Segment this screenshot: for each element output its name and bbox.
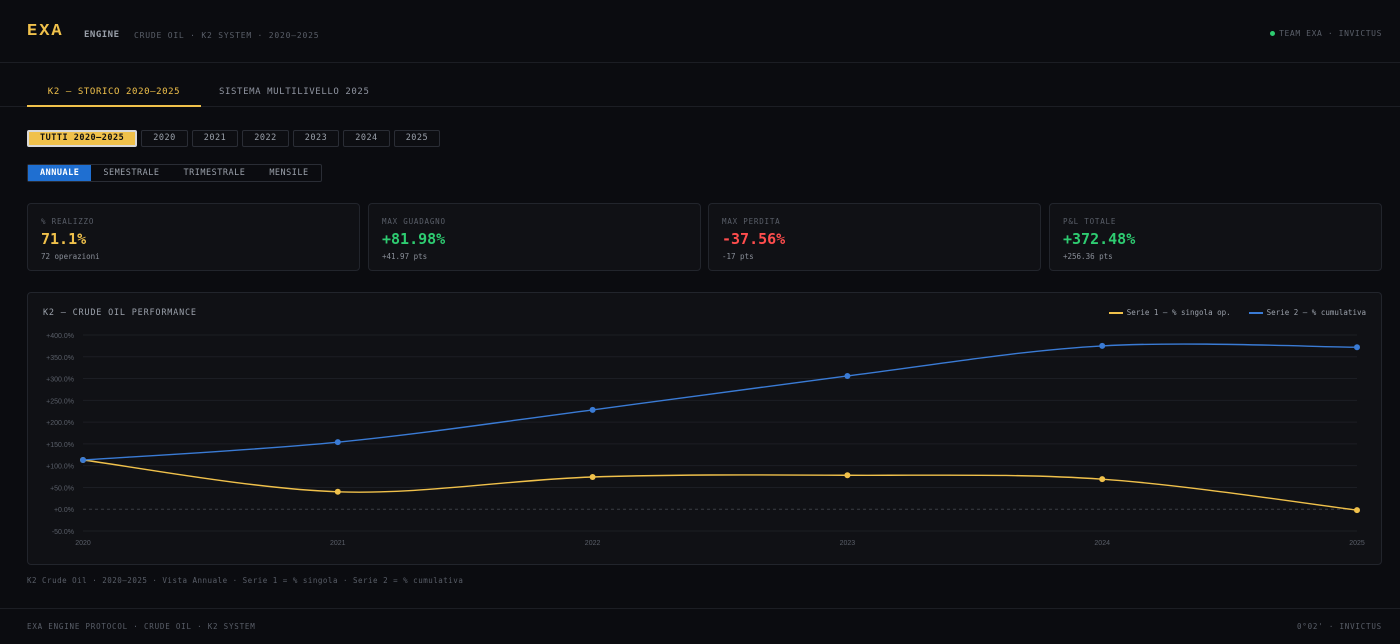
series-1-point [844,472,851,479]
series-2-point [334,439,341,446]
team-label: TEAM EXA · INVICTUS [1279,29,1382,38]
footer-left: EXA ENGINE PROTOCOL · CRUDE OIL · K2 SYS… [27,622,256,631]
series-2-point [80,457,86,464]
chart-plot: +400.0% +350.0% +300.0% +250.0% +200.0% +150.… [46,333,1365,547]
engine-label: ENGINE [84,30,120,40]
x-tick-label: 2022 [585,540,601,547]
footer-right: 0°02' · INVICTUS [1296,622,1382,631]
series-1-point [1099,476,1106,483]
series-1-point [1354,507,1360,514]
top-bar: EXA ENGINE CRUDE OIL · K2 SYSTEM · 2020–… [0,0,1400,63]
x-tick-label: 2024 [1094,540,1110,547]
tab-multilivello[interactable]: SISTEMA MULTILIVELLO 2025 [219,87,370,97]
period-toggle-group: ANNUALE SEMESTRALE TRIMESTRALE MENSILE [27,164,322,182]
logo: EXA [27,22,64,41]
tab-bar: K2 — STORICO 2020–2025 SISTEMA MULTILIVE… [0,63,1400,107]
card-value: +372.48% [1063,230,1136,248]
y-tick-label: -50.0% [52,529,74,536]
card-max-perdita: MAX PERDITA -37.56% -17 pts [708,203,1041,271]
y-tick-label: +150.0% [46,442,74,449]
y-tick-label: +0.0% [54,507,74,514]
year-filter-2022[interactable]: 2022 [242,130,289,147]
legend-swatch [1108,312,1123,314]
y-tick-label: +200.0% [46,420,74,427]
status-dot-icon [1270,31,1276,36]
y-tick-label: +400.0% [46,333,74,340]
period-semestrale[interactable]: SEMESTRALE [103,168,160,178]
team-status: TEAM EXA · INVICTUS [1270,29,1382,38]
y-tick-label: +350.0% [46,355,74,362]
card-value: 71.1% [41,230,87,248]
year-filter-2025[interactable]: 2025 [393,130,441,147]
footer: EXA ENGINE PROTOCOL · CRUDE OIL · K2 SYS… [0,608,1400,644]
year-filter-all[interactable]: TUTTI 2020–2025 [27,130,138,147]
chart-legend: Serie 1 — % singola op. Serie 2 — % cumu… [1108,308,1366,317]
card-sub: +256.36 pts [1063,252,1113,261]
year-filter-group: TUTTI 2020–2025 2020 2021 2022 2023 2024… [27,130,441,147]
card-label: MAX PERDITA [722,217,781,226]
series-1-point [334,488,341,495]
y-tick-label: +50.0% [50,485,74,492]
x-tick-label: 2020 [75,540,91,547]
y-tick-label: +250.0% [46,398,74,405]
x-tick-label: 2023 [840,540,856,547]
year-filter-2020[interactable]: 2020 [141,130,188,147]
y-tick-label: +100.0% [46,464,74,471]
series-2-point [1099,342,1106,349]
card-value: -37.56% [722,230,786,248]
x-tick-label: 2021 [330,540,346,547]
card-pl-totale: P&L TOTALE +372.48% +256.36 pts [1049,203,1382,271]
legend-item-serie-2: Serie 2 — % cumulativa [1248,308,1366,317]
period-mensile[interactable]: MENSILE [269,168,309,178]
series-2-point [1354,344,1360,351]
year-filter-2021[interactable]: 2021 [191,130,239,147]
legend-swatch [1248,312,1263,314]
series-2-point [589,406,596,413]
card-realizzo: % REALIZZO 71.1% 72 operazioni [27,203,360,271]
period-trimestrale[interactable]: TRIMESTRALE [183,168,246,178]
chart-title: K2 — CRUDE OIL PERFORMANCE [43,308,197,318]
card-sub: -17 pts [722,252,754,261]
legend-item-serie-1: Serie 1 — % singola op. [1108,308,1231,317]
year-filter-2024[interactable]: 2024 [343,130,390,147]
year-filter-2023[interactable]: 2023 [292,130,340,147]
series-line-1 [82,459,1358,511]
series-1-point [589,473,596,480]
x-tick-label: 2025 [1349,540,1365,547]
card-value: +81.98% [382,230,446,248]
series-line-2 [82,343,1358,461]
period-annuale[interactable]: ANNUALE [28,165,92,181]
card-max-guadagno: MAX GUADAGNO +81.98% +41.97 pts [368,203,701,271]
performance-chart: K2 — CRUDE OIL PERFORMANCE Serie 1 — % s… [27,292,1382,565]
card-sub: +41.97 pts [382,252,428,261]
legend-label: Serie 2 — % cumulativa [1266,308,1366,317]
legend-label: Serie 1 — % singola op. [1126,308,1231,317]
card-label: MAX GUADAGNO [382,217,446,226]
card-label: % REALIZZO [41,217,95,226]
tab-storico[interactable]: K2 — STORICO 2020–2025 [27,87,201,107]
chart-note: K2 Crude Oil · 2020–2025 · Vista Annuale… [27,576,464,585]
card-label: P&L TOTALE [1063,217,1117,226]
header-subtitle: CRUDE OIL · K2 SYSTEM · 2020–2025 [134,31,320,40]
card-sub: 72 operazioni [41,252,100,261]
series-2-point [844,372,851,379]
y-tick-label: +300.0% [46,377,74,384]
